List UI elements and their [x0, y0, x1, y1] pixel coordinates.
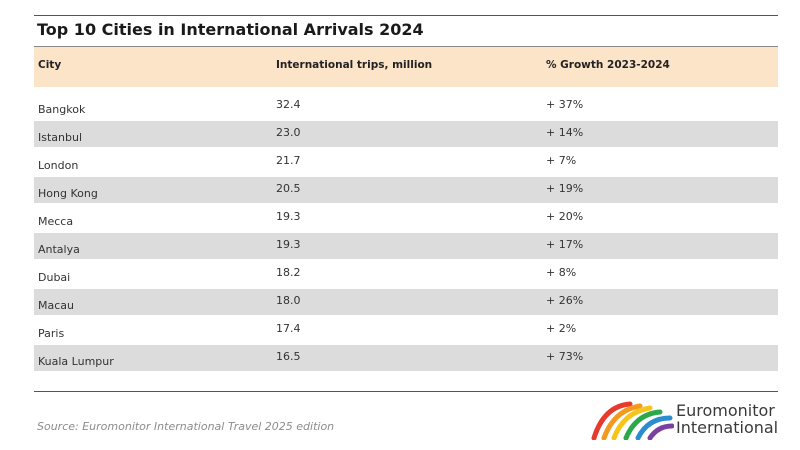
city-cell: Mecca [38, 215, 74, 228]
growth-cell: + 26% [546, 294, 584, 307]
table-header: City International trips, million % Grow… [34, 46, 778, 87]
growth-cell: + 8% [546, 266, 577, 279]
table-row: Istanbul 23.0 + 14% [34, 121, 778, 147]
growth-cell: + 73% [546, 350, 584, 363]
header-trips: International trips, million [276, 59, 433, 71]
bottom-divider [34, 391, 778, 392]
growth-cell: + 2% [546, 322, 577, 335]
table-title: Top 10 Cities in International Arrivals … [37, 20, 424, 39]
city-cell: Kuala Lumpur [38, 355, 114, 368]
city-cell: Istanbul [38, 131, 83, 144]
city-cell: London [38, 159, 79, 172]
logo-arc-yellow [611, 405, 653, 440]
trips-cell: 17.4 [276, 322, 301, 335]
trips-cell: 18.0 [276, 294, 301, 307]
growth-cell: + 37% [546, 98, 584, 111]
city-cell: Bangkok [38, 103, 86, 116]
growth-cell: + 19% [546, 182, 584, 195]
trips-cell: 20.5 [276, 182, 301, 195]
trips-cell: 21.7 [276, 154, 301, 167]
header-city: City [38, 59, 62, 71]
table-row: Antalya 19.3 + 17% [34, 233, 778, 259]
logo-arc-orange [601, 403, 643, 440]
trips-cell: 23.0 [276, 126, 301, 139]
growth-cell: + 20% [546, 210, 584, 223]
table-row: Mecca 19.3 + 20% [34, 205, 778, 231]
city-cell: Hong Kong [38, 187, 98, 200]
table-row: Bangkok 32.4 + 37% [34, 93, 778, 119]
table-row: Hong Kong 20.5 + 19% [34, 177, 778, 203]
logo-arc-red [591, 401, 633, 440]
growth-cell: + 14% [546, 126, 584, 139]
trips-cell: 18.2 [276, 266, 301, 279]
table-row: Macau 18.0 + 26% [34, 289, 778, 315]
city-cell: Antalya [38, 243, 80, 256]
logo-line-1: Euromonitor [676, 401, 775, 420]
growth-cell: + 7% [546, 154, 577, 167]
trips-cell: 19.3 [276, 210, 301, 223]
table-row: Kuala Lumpur 16.5 + 73% [34, 345, 778, 371]
table-row: Dubai 18.2 + 8% [34, 261, 778, 287]
source-note: Source: Euromonitor International Travel… [37, 420, 335, 433]
city-cell: Dubai [38, 271, 71, 284]
trips-cell: 32.4 [276, 98, 301, 111]
top-divider [34, 15, 778, 16]
euromonitor-logo: Euromonitor International [590, 400, 780, 440]
table-row: Paris 17.4 + 2% [34, 317, 778, 343]
arrivals-table: City International trips, million % Grow… [34, 46, 778, 371]
logo-arc-purple [647, 423, 674, 440]
trips-cell: 19.3 [276, 238, 301, 251]
growth-cell: + 17% [546, 238, 584, 251]
arc-logo-icon [591, 401, 674, 440]
logo-arc-green [623, 409, 663, 440]
table-row: London 21.7 + 7% [34, 149, 778, 175]
logo-wordmark: Euromonitor International [676, 402, 778, 436]
city-cell: Macau [38, 299, 74, 312]
logo-line-2: International [676, 418, 779, 437]
header-growth: % Growth 2023-2024 [546, 59, 670, 71]
logo-arc-blue [635, 415, 673, 440]
city-cell: Paris [38, 327, 65, 340]
trips-cell: 16.5 [276, 350, 301, 363]
